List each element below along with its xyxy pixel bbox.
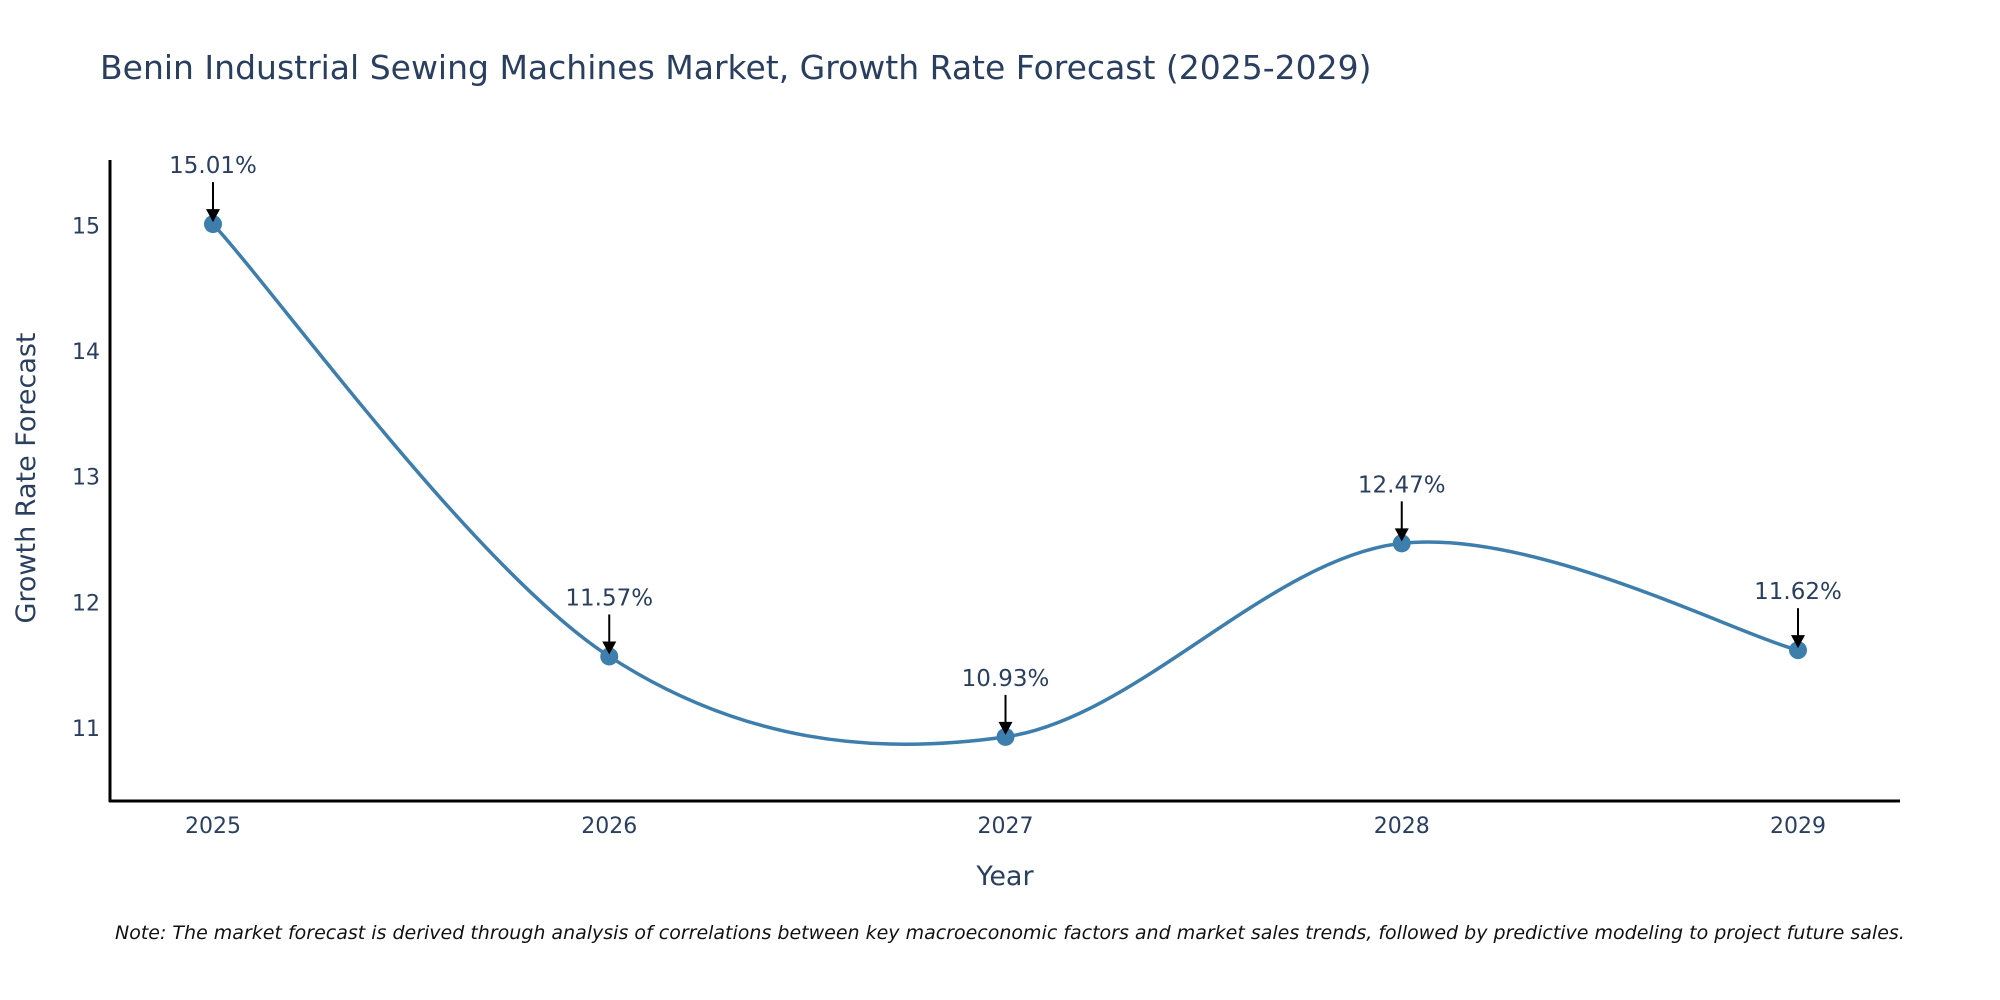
- data-label: 12.47%: [1358, 472, 1446, 498]
- data-label: 15.01%: [169, 153, 257, 179]
- x-tick-label: 2029: [1770, 814, 1826, 839]
- data-label: 10.93%: [962, 666, 1050, 692]
- series-line: [211, 222, 1799, 747]
- data-point: [1789, 641, 1807, 660]
- x-tick-label: 2025: [185, 814, 241, 839]
- axes: [108, 160, 1900, 803]
- data-point: [600, 647, 619, 666]
- data-annotation: 11.57%: [565, 585, 653, 655]
- data-label: 11.57%: [565, 585, 653, 611]
- y-tick-label: 11: [72, 717, 100, 742]
- annotation-arrow-head: [1791, 635, 1805, 649]
- footnote: Note: The market forecast is derived thr…: [115, 922, 1905, 944]
- y-axis-title: Growth Rate Forecast: [11, 332, 42, 623]
- x-tick-labels: 2025 2026 2027 2028 2029: [185, 814, 1826, 839]
- x-tick-label: 2027: [978, 814, 1034, 839]
- data-markers: [204, 215, 1807, 746]
- annotation-arrow-head: [602, 641, 617, 655]
- data-label: 11.62%: [1754, 579, 1842, 605]
- annotation-arrow-head: [1394, 528, 1409, 542]
- y-tick-label: 15: [72, 214, 100, 239]
- x-tick-label: 2026: [581, 814, 637, 839]
- y-tick-label: 12: [72, 591, 100, 616]
- data-point: [204, 215, 222, 234]
- data-annotation: 12.47%: [1358, 472, 1446, 542]
- data-point: [1392, 534, 1411, 553]
- chart-title: Benin Industrial Sewing Machines Market,…: [100, 48, 1372, 87]
- data-annotation: 15.01%: [169, 153, 257, 223]
- x-tick-label: 2028: [1374, 814, 1430, 839]
- y-tick-label: 14: [72, 340, 100, 365]
- x-axis-title: Year: [975, 861, 1034, 892]
- y-tick-labels: 11 12 13 14 15: [72, 214, 100, 742]
- annotation-arrow-head: [206, 209, 220, 223]
- data-point: [996, 727, 1015, 746]
- data-annotation: 10.93%: [962, 666, 1050, 735]
- data-annotations: 15.01% 11.57% 10.93% 12.47% 11.62%: [169, 153, 1842, 735]
- y-tick-label: 13: [72, 466, 100, 491]
- data-annotation: 11.62%: [1754, 579, 1842, 649]
- annotation-arrow-head: [998, 721, 1013, 735]
